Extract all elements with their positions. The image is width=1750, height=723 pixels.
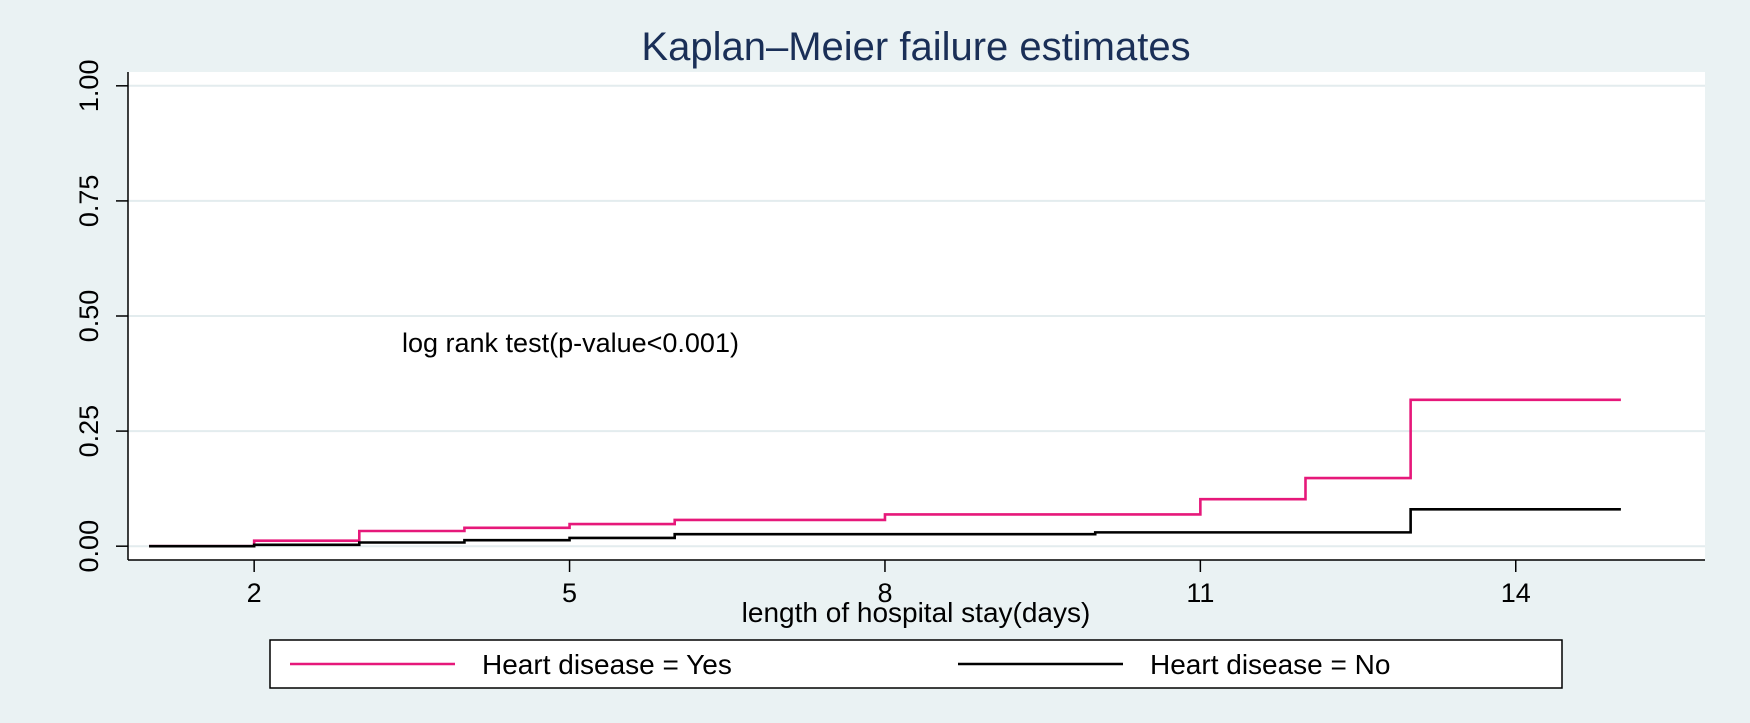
y-tick-label: 1.00 bbox=[74, 60, 104, 113]
logrank-annotation: log rank test(p-value<0.001) bbox=[402, 328, 739, 358]
series-line-heart-disease-no bbox=[149, 508, 1621, 548]
x-tick-label: 5 bbox=[562, 578, 577, 608]
y-tick-label: 0.00 bbox=[74, 520, 104, 573]
legend-box bbox=[269, 639, 1563, 689]
legend: Heart disease = Yes Heart disease = No bbox=[269, 639, 1563, 689]
x-axis-title: length of hospital stay(days) bbox=[742, 597, 1091, 628]
legend-label: Heart disease = Yes bbox=[482, 649, 732, 680]
x-tick-label: 2 bbox=[247, 578, 262, 608]
y-tick-label: 0.50 bbox=[74, 290, 104, 343]
x-tick-label: 8 bbox=[877, 578, 892, 608]
y-tick-label: 0.25 bbox=[74, 405, 104, 458]
x-tick-label: 14 bbox=[1501, 578, 1531, 608]
series-lines bbox=[149, 398, 1621, 548]
chart-title: Kaplan–Meier failure estimates bbox=[641, 25, 1190, 69]
series-line-heart-disease-yes bbox=[149, 398, 1621, 548]
legend-label: Heart disease = No bbox=[1150, 649, 1390, 680]
x-tick-label: 11 bbox=[1186, 578, 1214, 608]
grid-lines bbox=[128, 84, 1705, 548]
y-tick-label: 0.75 bbox=[74, 175, 104, 228]
ticks: 0.00 0.25 0.50 0.75 1.00 2 5 8 11 14 bbox=[74, 60, 1531, 608]
